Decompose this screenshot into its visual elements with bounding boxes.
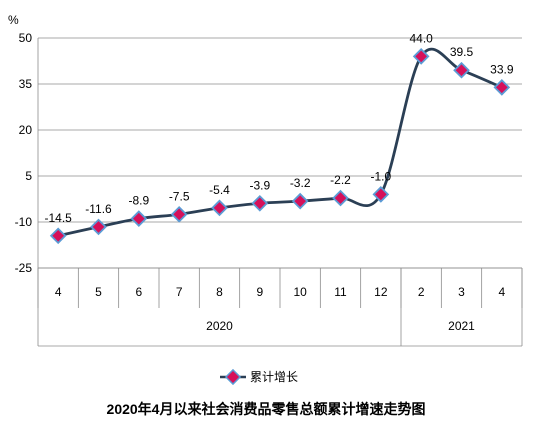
legend-marker-swatch	[224, 368, 242, 386]
y-tick-label: -10	[15, 215, 33, 229]
x-tick-label: 10	[293, 285, 307, 299]
axes: -25 -10 5 20 35 50 4 5 6 7 8 9 10 11 12 2 3 4 2020 2021	[15, 31, 523, 347]
x-tick-label: 6	[135, 285, 142, 299]
data-label-layer: -14.5 -11.6 -8.9 -7.5 -5.4 -3.9 -3.2 -2.2 -1.0 44…	[44, 31, 513, 224]
data-label: 39.5	[450, 45, 474, 59]
data-point-marker	[372, 186, 390, 203]
data-point-marker	[332, 189, 349, 207]
data-label: -3.9	[249, 178, 270, 192]
data-label: -14.5	[44, 211, 72, 225]
series-line-layer	[56, 47, 504, 238]
data-point-marker	[453, 61, 470, 79]
y-axis-unit-label: %	[8, 13, 19, 27]
series-line-累计增长	[56, 47, 504, 238]
data-point-marker	[170, 205, 188, 223]
data-label: -11.6	[85, 202, 112, 216]
x-tick-label: 12	[374, 285, 388, 299]
legend-label: 累计增长	[250, 370, 298, 384]
data-label: -7.5	[169, 189, 190, 203]
data-point-marker	[49, 227, 67, 245]
data-point-marker	[412, 48, 430, 65]
y-tick-label: 50	[19, 31, 33, 45]
x-tick-label: 9	[256, 285, 263, 299]
x-tick-label: 11	[334, 285, 347, 299]
data-point-marker	[130, 210, 148, 227]
x-tick-label: 3	[458, 285, 465, 299]
marker-layer	[49, 48, 511, 245]
legend: 累计增长	[220, 368, 298, 386]
x-tick-label: 2	[418, 285, 425, 299]
x-group-label: 2021	[448, 319, 475, 333]
data-label: -1.0	[370, 169, 391, 183]
data-point-marker	[493, 79, 511, 96]
data-label: -3.2	[290, 176, 311, 190]
x-tick-label: 7	[176, 285, 183, 299]
data-point-marker	[211, 199, 228, 217]
data-point-marker	[90, 218, 107, 236]
chart-title: 2020年4月以来社会消费品零售总额累计增速走势图	[107, 401, 426, 417]
data-label: -8.9	[128, 194, 149, 208]
x-tick-label: 5	[95, 285, 102, 299]
x-tick-label: 4	[498, 285, 505, 299]
y-tick-label: 5	[25, 169, 32, 183]
gridlines	[38, 37, 522, 269]
data-point-marker	[291, 192, 309, 210]
y-tick-label: 20	[19, 123, 33, 137]
data-label: -5.4	[209, 183, 230, 197]
x-tick-label: 4	[55, 285, 62, 299]
x-group-label: 2020	[206, 319, 233, 333]
data-point-marker	[251, 194, 269, 212]
data-label: 33.9	[490, 62, 514, 76]
y-tick-label: -25	[15, 261, 33, 275]
y-tick-label: 35	[19, 77, 33, 91]
x-tick-label: 8	[216, 285, 223, 299]
data-label: 44.0	[409, 31, 433, 45]
data-label: -2.2	[330, 173, 351, 187]
